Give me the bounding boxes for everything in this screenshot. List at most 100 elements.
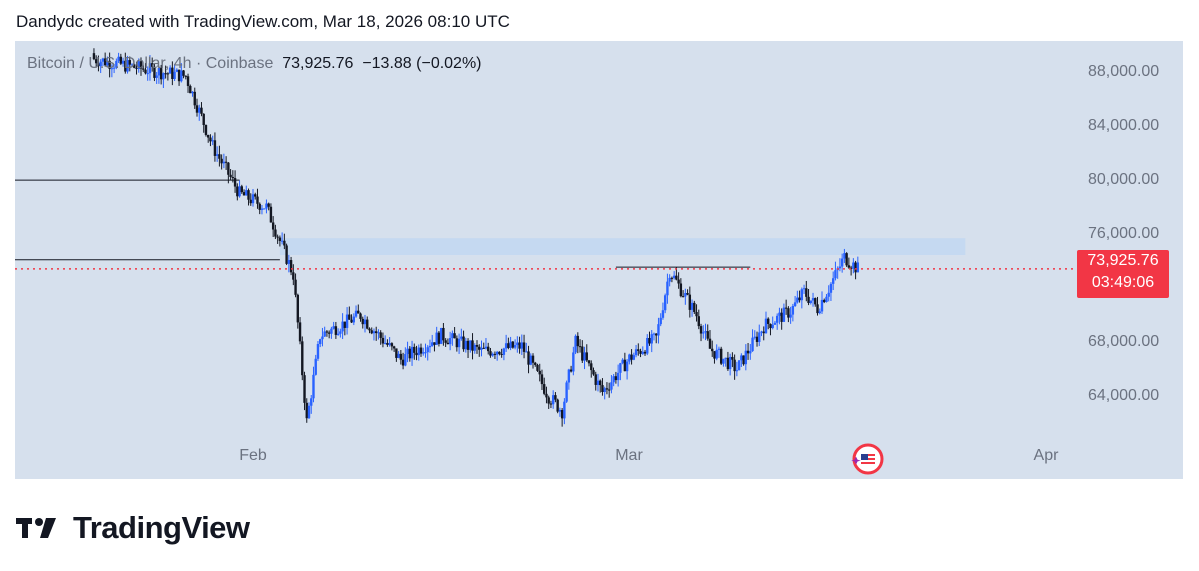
candle-body bbox=[522, 342, 526, 352]
y-tick-label: 80,000.00 bbox=[1088, 171, 1160, 188]
candle-body bbox=[312, 374, 315, 399]
candle-body bbox=[316, 344, 320, 359]
candle-body bbox=[236, 186, 239, 197]
y-tick-label: 68,000.00 bbox=[1088, 333, 1160, 350]
candle-body bbox=[534, 362, 537, 365]
candle-body bbox=[361, 318, 364, 325]
candle-body bbox=[431, 342, 434, 346]
candle-body bbox=[325, 331, 329, 333]
candle-body bbox=[209, 137, 212, 142]
candle-body bbox=[200, 107, 203, 114]
candle-body bbox=[762, 331, 765, 334]
candle-body bbox=[558, 410, 562, 412]
candle-body bbox=[807, 296, 810, 304]
symbol-legend[interactable]: Bitcoin / U.S. Dollar, 4h · Coinbase 73,… bbox=[27, 55, 482, 73]
candle-body bbox=[366, 319, 369, 329]
current-price-tag: 73,925.76 03:49:06 bbox=[1077, 250, 1169, 298]
candle-body bbox=[601, 385, 604, 393]
candle-body bbox=[623, 359, 627, 372]
candle-body bbox=[525, 351, 528, 353]
candle-body bbox=[773, 322, 777, 325]
x-tick-label: Feb bbox=[239, 447, 267, 464]
candle-body bbox=[717, 348, 721, 350]
candle-body bbox=[704, 331, 707, 333]
time-axis[interactable]: Feb Mar Apr bbox=[15, 438, 1076, 479]
candle-body bbox=[688, 294, 692, 310]
candle-body bbox=[686, 293, 689, 295]
candle-body bbox=[108, 60, 111, 69]
candle-body bbox=[171, 67, 174, 79]
candle-body bbox=[657, 324, 660, 336]
candle-body bbox=[153, 66, 156, 78]
candle-body bbox=[377, 332, 380, 334]
candle-body bbox=[504, 343, 508, 349]
candle-body bbox=[780, 312, 783, 322]
candle-body bbox=[764, 318, 768, 334]
us-events-flag-icon[interactable] bbox=[850, 443, 884, 477]
candle-body bbox=[144, 69, 147, 74]
candle-body bbox=[805, 288, 808, 297]
candle-body bbox=[292, 272, 295, 280]
candle-body bbox=[639, 350, 642, 354]
candle-body bbox=[565, 382, 568, 402]
candle-body bbox=[303, 375, 306, 403]
candle-body bbox=[787, 308, 790, 318]
candle-body bbox=[453, 333, 456, 339]
price-axis[interactable]: 88,000.00 84,000.00 80,000.00 76,000.00 … bbox=[1076, 41, 1183, 438]
candle-body bbox=[475, 345, 479, 347]
candle-body bbox=[587, 360, 591, 364]
candle-body bbox=[119, 56, 123, 64]
candle-body bbox=[684, 293, 687, 297]
candle-body bbox=[650, 334, 653, 344]
candle-body bbox=[280, 240, 284, 242]
candle-body bbox=[652, 333, 656, 335]
candle-body bbox=[630, 354, 633, 360]
candle-body bbox=[699, 326, 703, 334]
candle-body bbox=[162, 73, 165, 80]
symbol-name: Bitcoin / U.S. Dollar, 4h · Coinbase bbox=[27, 55, 274, 72]
candle-body bbox=[97, 63, 100, 67]
candle-body bbox=[610, 382, 613, 390]
candle-body bbox=[287, 260, 291, 264]
candle-body bbox=[708, 338, 712, 349]
candle-body bbox=[706, 331, 709, 339]
candle-body bbox=[184, 75, 187, 77]
candle-body bbox=[769, 323, 772, 329]
candle-body bbox=[388, 343, 391, 345]
candle-body bbox=[802, 288, 806, 290]
candle-body bbox=[242, 192, 246, 196]
candle-body bbox=[466, 340, 470, 350]
candle-body bbox=[838, 266, 842, 269]
candle-body bbox=[574, 335, 577, 353]
candle-body bbox=[599, 380, 602, 386]
candle-body bbox=[417, 347, 420, 356]
plot-area[interactable]: Bitcoin / U.S. Dollar, 4h · Coinbase 73,… bbox=[15, 41, 1076, 438]
candle-body bbox=[471, 340, 474, 351]
candle-body bbox=[133, 64, 136, 68]
x-tick-label: Apr bbox=[1033, 447, 1059, 464]
candle-body bbox=[791, 305, 795, 315]
candle-body bbox=[457, 338, 461, 348]
candle-body bbox=[655, 333, 658, 336]
chart-panel[interactable]: Bitcoin / U.S. Dollar, 4h · Coinbase 73,… bbox=[15, 41, 1183, 479]
candle-body bbox=[233, 178, 237, 187]
candle-body bbox=[202, 113, 205, 126]
candle-body bbox=[135, 67, 138, 69]
candle-body bbox=[271, 222, 275, 230]
candle-body bbox=[502, 348, 506, 355]
candle-body bbox=[245, 190, 248, 196]
candle-body bbox=[446, 342, 450, 345]
candle-body bbox=[840, 258, 844, 267]
candle-body bbox=[180, 70, 183, 82]
candle-body bbox=[778, 312, 781, 316]
candle-body bbox=[775, 315, 779, 323]
candle-body bbox=[229, 174, 232, 178]
candle-body bbox=[283, 240, 286, 246]
candle-body bbox=[399, 353, 403, 360]
candle-body bbox=[834, 270, 837, 279]
candle-body bbox=[115, 60, 118, 68]
candle-body bbox=[771, 324, 774, 329]
candle-body bbox=[189, 85, 192, 94]
candle-body bbox=[545, 393, 548, 398]
candle-body bbox=[433, 342, 436, 345]
